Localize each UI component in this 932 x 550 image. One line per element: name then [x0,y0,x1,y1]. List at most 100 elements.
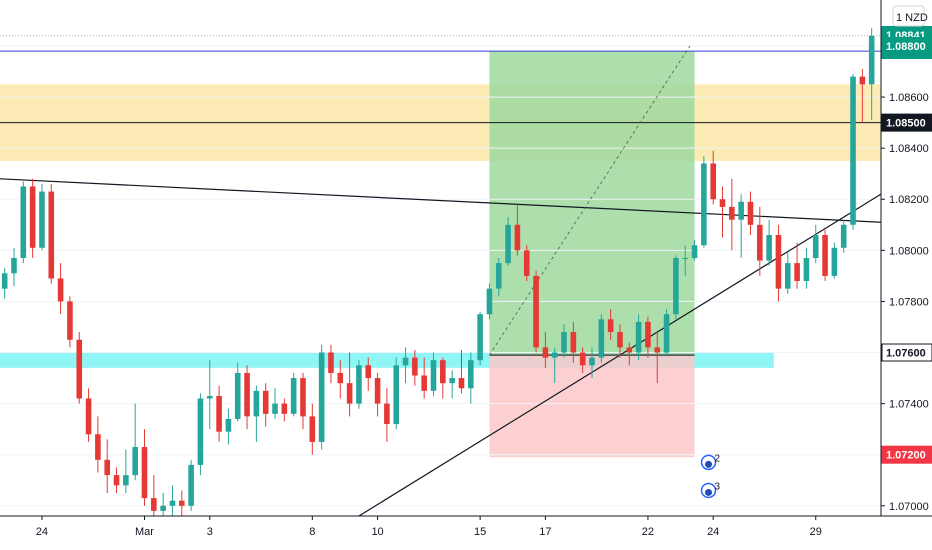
candle-body[interactable] [561,332,567,353]
candle[interactable] [225,408,232,445]
candle-body[interactable] [141,447,148,499]
candle-body[interactable] [216,395,222,432]
candle[interactable] [57,263,64,315]
candle[interactable] [794,242,800,289]
candle[interactable] [803,247,810,289]
candle[interactable] [682,245,689,276]
candle[interactable] [300,372,306,430]
candle-body[interactable] [365,365,372,379]
candle[interactable] [178,490,185,516]
candles[interactable] [1,28,875,516]
candle-body[interactable] [868,35,875,85]
event-marker[interactable]: 2 [700,453,721,471]
candle[interactable] [206,360,213,430]
candle-body[interactable] [253,390,260,417]
candle[interactable] [486,283,493,320]
candle-body[interactable] [29,186,36,248]
candle[interactable] [645,316,651,358]
candle-body[interactable] [486,288,493,315]
candle[interactable] [570,321,577,363]
candle-body[interactable] [95,434,101,460]
candle[interactable] [635,314,642,361]
candle[interactable] [589,347,595,379]
candle-body[interactable] [794,263,800,281]
candle[interactable] [840,219,847,253]
candle[interactable] [234,362,241,422]
event-markers[interactable]: 23 [700,453,721,499]
candle[interactable] [151,475,157,516]
candle-body[interactable] [589,357,595,366]
candle-body[interactable] [67,301,73,340]
candle-body[interactable] [673,258,679,315]
candle-body[interactable] [766,235,772,261]
candle-body[interactable] [682,258,689,259]
candle-body[interactable] [747,201,754,225]
candle-body[interactable] [151,498,157,511]
candle-body[interactable] [654,347,661,353]
candle-body[interactable] [607,319,614,333]
candle[interactable] [561,324,567,358]
candle[interactable] [318,344,325,450]
candle[interactable] [766,219,772,266]
candle-body[interactable] [290,378,297,414]
candle[interactable] [710,150,716,205]
candle[interactable] [48,183,55,284]
candle[interactable] [123,449,129,494]
candle-body[interactable] [645,321,651,348]
candle-body[interactable] [757,224,763,261]
candle[interactable] [626,342,633,366]
candle[interactable] [346,352,353,417]
candle[interactable] [598,314,605,363]
candle-body[interactable] [430,360,437,391]
candle[interactable] [757,206,763,276]
candle[interactable] [262,383,269,427]
candle-body[interactable] [840,224,847,248]
candle-body[interactable] [123,475,129,486]
candle-body[interactable] [272,403,278,414]
candle-body[interactable] [132,447,138,476]
candle[interactable] [729,178,735,251]
symbol-badge-box[interactable] [892,5,925,27]
candle[interactable] [673,255,679,320]
candle[interactable] [421,357,427,399]
candle-body[interactable] [57,278,64,302]
candle[interactable] [495,258,502,297]
candle-body[interactable] [514,224,521,251]
candle-body[interactable] [719,199,726,207]
candle-body[interactable] [104,459,111,476]
candle[interactable] [244,365,250,430]
candle-body[interactable] [784,263,791,289]
candle[interactable] [384,388,390,442]
candle-body[interactable] [76,339,83,399]
candle[interactable] [747,191,754,236]
candle[interactable] [458,349,465,394]
candle-body[interactable] [859,76,866,85]
candle[interactable] [412,349,418,386]
candle[interactable] [514,204,521,256]
candle[interactable] [365,357,372,391]
candle[interactable] [812,224,819,264]
candle-body[interactable] [300,378,306,417]
candle[interactable] [701,155,707,248]
candle[interactable] [309,403,316,455]
candle[interactable] [29,178,36,258]
candle[interactable] [654,332,661,384]
candle[interactable] [691,240,698,261]
candle[interactable] [868,28,875,121]
candle[interactable] [784,252,791,294]
candle[interactable] [533,270,539,353]
candle[interactable] [551,347,558,384]
candle-body[interactable] [262,390,269,414]
candle-body[interactable] [822,235,828,276]
candle-body[interactable] [85,398,92,435]
symbol-badge[interactable]: 1 NZD [892,5,928,27]
candle-body[interactable] [710,163,716,200]
candle-body[interactable] [374,378,381,404]
candle-body[interactable] [505,224,511,264]
candle-body[interactable] [850,76,856,225]
candle-body[interactable] [234,372,241,419]
candle-body[interactable] [412,357,418,376]
candle-body[interactable] [328,352,334,373]
candle[interactable] [440,357,446,399]
candle-body[interactable] [393,365,400,425]
